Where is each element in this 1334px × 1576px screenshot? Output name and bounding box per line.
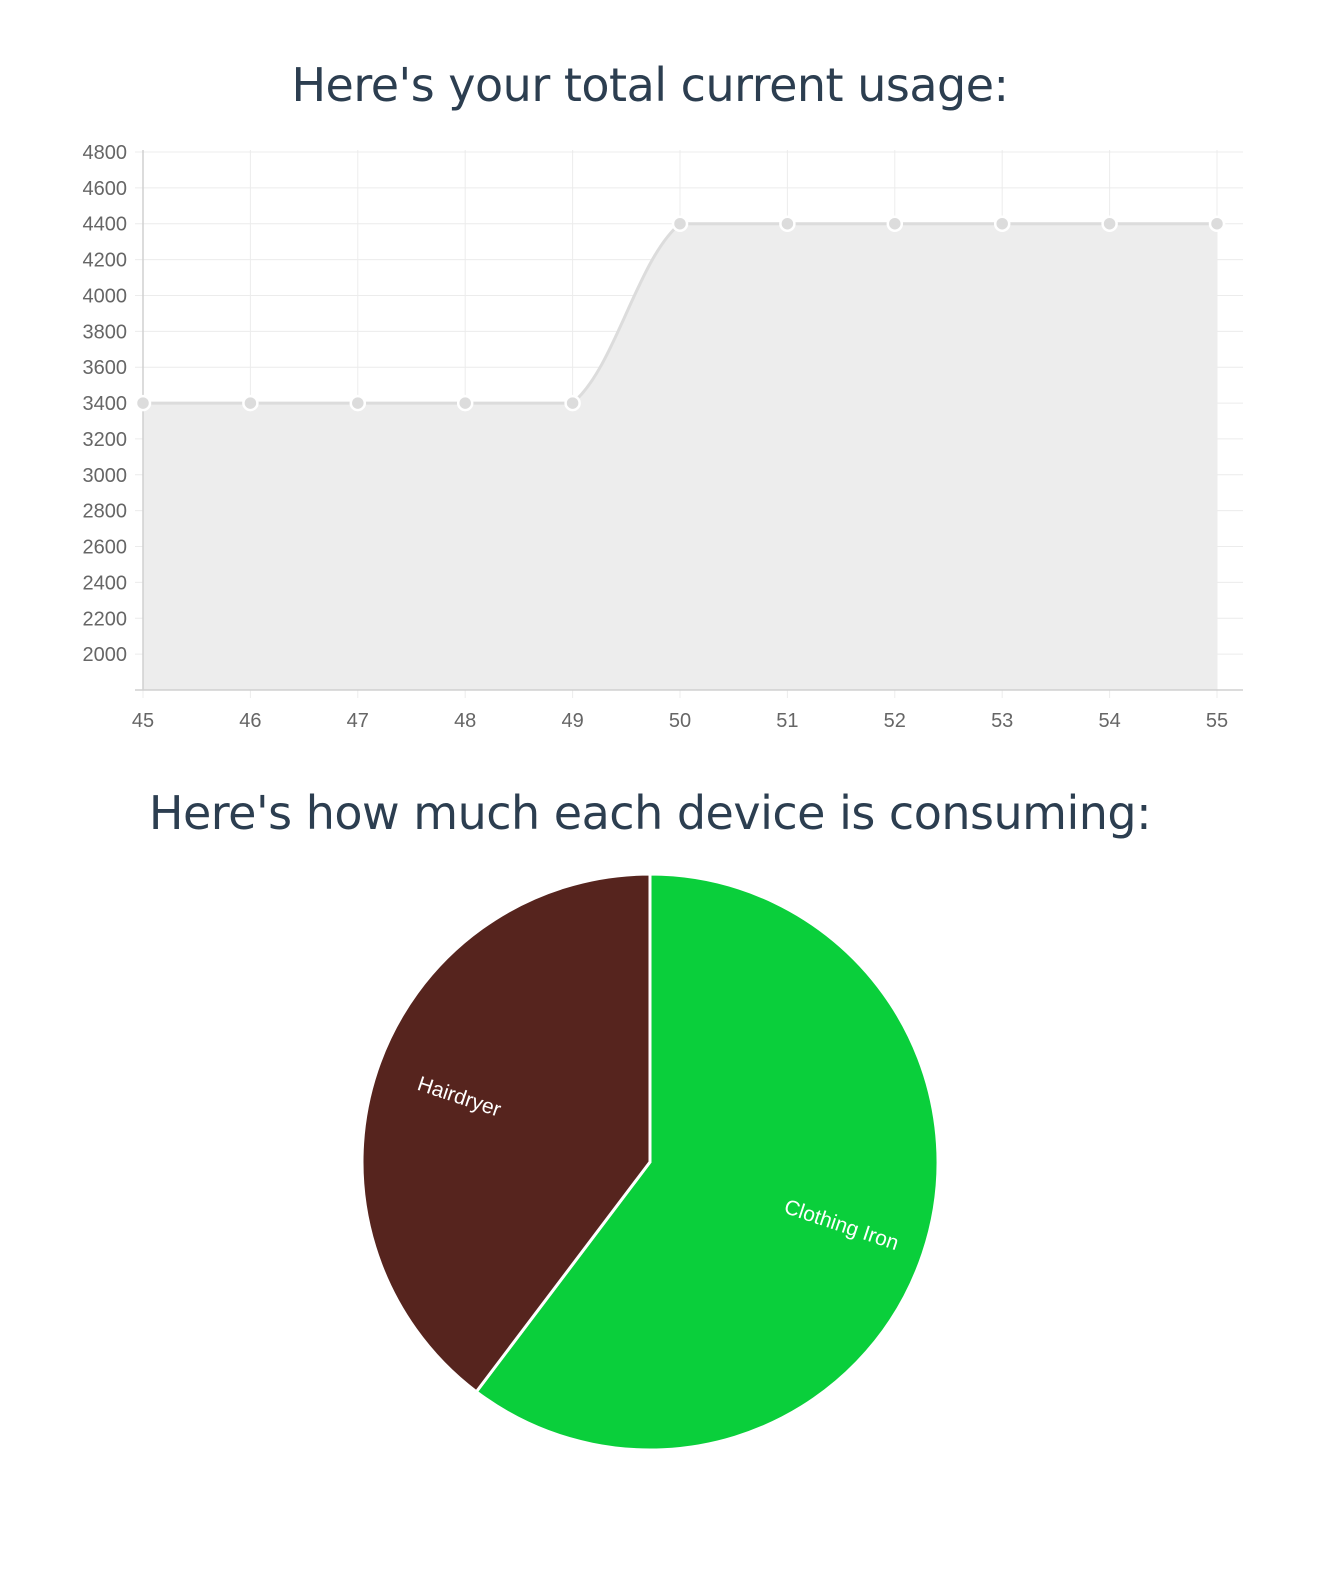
x-tick-label: 49 xyxy=(561,710,583,732)
usage-y-tick-labels: 4800 4600 4400 4200 4000 3800 3600 3400 3200 3000… xyxy=(83,142,128,666)
usage-data-points xyxy=(134,215,1226,412)
y-tick-label: 3400 xyxy=(83,393,128,415)
y-tick-label: 2200 xyxy=(83,608,128,630)
data-point xyxy=(993,215,1011,232)
y-tick-label: 4400 xyxy=(83,214,128,236)
data-point xyxy=(456,394,474,412)
y-tick-label: 2800 xyxy=(83,501,128,523)
x-tick-label: 50 xyxy=(669,710,691,732)
usage-line-chart: 4800 4600 4400 4200 4000 3800 3600 3400 3200 3000… xyxy=(83,142,1243,732)
data-point xyxy=(671,215,689,232)
data-point xyxy=(1208,215,1226,232)
data-point xyxy=(1101,215,1118,232)
data-point xyxy=(242,394,259,412)
x-tick-label: 53 xyxy=(991,710,1013,732)
y-tick-label: 3200 xyxy=(83,429,128,451)
x-tick-label: 54 xyxy=(1098,710,1120,732)
y-tick-label: 3800 xyxy=(83,321,128,343)
usage-chart-axes xyxy=(135,150,1243,691)
y-tick-label: 3000 xyxy=(83,465,128,487)
y-tick-label: 4000 xyxy=(83,285,128,307)
x-tick-label: 52 xyxy=(884,710,906,732)
pie-slice-hairdryer xyxy=(360,872,652,1394)
x-tick-label: 51 xyxy=(776,710,798,732)
y-tick-label: 3600 xyxy=(83,357,128,379)
data-point xyxy=(564,394,581,412)
x-tick-label: 47 xyxy=(347,710,369,732)
y-tick-label: 4800 xyxy=(83,142,128,164)
usage-area-fill xyxy=(143,223,1217,690)
pie-slice-clothing-iron xyxy=(474,872,940,1452)
device-chart-title: Here's how much each device is consuming… xyxy=(148,786,1152,840)
usage-line xyxy=(142,222,1217,405)
x-tick-label: 45 xyxy=(132,710,154,732)
data-point xyxy=(134,394,152,412)
data-point xyxy=(349,394,367,412)
x-tick-label: 46 xyxy=(239,710,261,732)
y-tick-label: 4200 xyxy=(83,250,128,272)
usage-chart-title: Here's your total current usage: xyxy=(291,58,1009,112)
x-tick-label: 48 xyxy=(454,710,476,732)
x-tick-label: 55 xyxy=(1206,710,1228,732)
usage-x-tick-labels: 45 46 47 48 49 50 51 52 53 54 55 xyxy=(132,710,1228,732)
device-pie-slices xyxy=(360,872,940,1452)
y-tick-label: 2000 xyxy=(83,644,128,666)
y-tick-label: 2600 xyxy=(83,537,128,559)
data-point xyxy=(886,215,904,232)
y-tick-label: 2400 xyxy=(83,572,128,594)
y-tick-label: 4600 xyxy=(83,178,128,200)
data-point xyxy=(779,215,796,232)
